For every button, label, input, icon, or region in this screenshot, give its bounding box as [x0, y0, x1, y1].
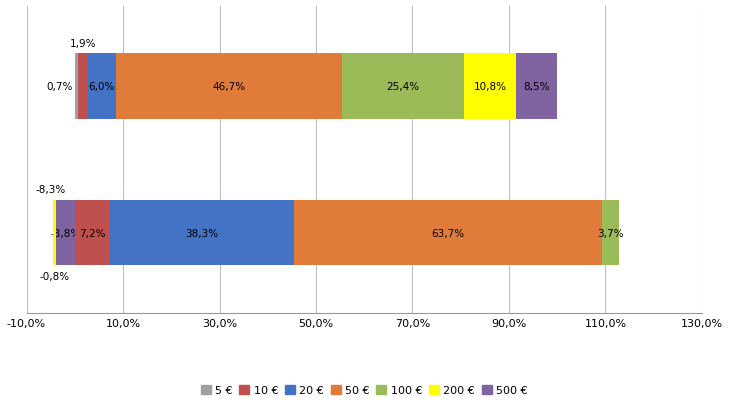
Bar [56, 200, 74, 266]
Text: 38,3%: 38,3% [185, 228, 218, 238]
Text: 0,7%: 0,7% [47, 82, 73, 92]
Bar [88, 54, 116, 120]
Bar [602, 200, 620, 266]
Text: 8,5%: 8,5% [523, 82, 550, 92]
Text: 46,7%: 46,7% [212, 82, 245, 92]
Text: 63,7%: 63,7% [431, 228, 464, 238]
Bar [116, 54, 342, 120]
Bar [74, 54, 78, 120]
Text: 10,8%: 10,8% [474, 82, 507, 92]
Legend: 5 €, 10 €, 20 €, 50 €, 100 €, 200 €, 500 €: 5 €, 10 €, 20 €, 50 €, 100 €, 200 €, 500… [196, 380, 532, 400]
Text: 3,7%: 3,7% [597, 228, 624, 238]
Bar [294, 200, 602, 266]
Bar [78, 54, 88, 120]
Bar [464, 54, 516, 120]
Bar [110, 200, 294, 266]
Text: -8,3%: -8,3% [36, 184, 66, 194]
Bar [74, 200, 110, 266]
Text: 1,9%: 1,9% [69, 38, 96, 49]
Text: -3,8%: -3,8% [50, 228, 81, 238]
Text: 25,4%: 25,4% [386, 82, 420, 92]
Bar [342, 54, 464, 120]
Bar [53, 200, 56, 266]
Text: 6,0%: 6,0% [88, 82, 115, 92]
Text: -0,8%: -0,8% [39, 272, 69, 281]
Bar [516, 54, 557, 120]
Text: 7,2%: 7,2% [79, 228, 105, 238]
